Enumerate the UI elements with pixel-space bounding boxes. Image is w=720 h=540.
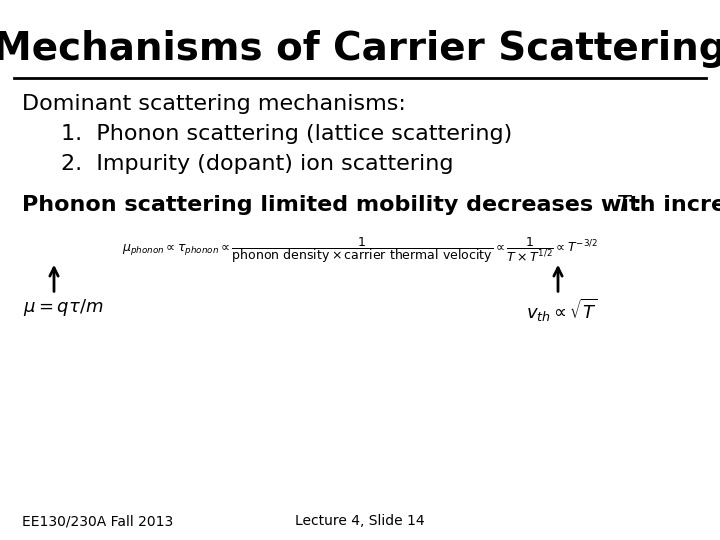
Text: Mechanisms of Carrier Scattering: Mechanisms of Carrier Scattering xyxy=(0,30,720,68)
Text: EE130/230A Fall 2013: EE130/230A Fall 2013 xyxy=(22,514,173,528)
Text: 1.  Phonon scattering (lattice scattering): 1. Phonon scattering (lattice scattering… xyxy=(61,124,513,144)
Text: $\mu_{phonon} \propto \tau_{phonon} \propto \dfrac{1}{\mathrm{phonon\ density} \: $\mu_{phonon} \propto \tau_{phonon} \pro… xyxy=(122,235,598,265)
Text: Phonon scattering limited mobility decreases with increasing: Phonon scattering limited mobility decre… xyxy=(22,195,720,215)
Text: $\mu = q\tau / m$: $\mu = q\tau / m$ xyxy=(23,297,104,318)
Text: 2.  Impurity (dopant) ion scattering: 2. Impurity (dopant) ion scattering xyxy=(61,154,454,174)
Text: $\mathbf{\mathit{T}}$: $\mathbf{\mathit{T}}$ xyxy=(616,195,634,215)
Text: Lecture 4, Slide 14: Lecture 4, Slide 14 xyxy=(295,514,425,528)
Text: $v_{th} \propto \sqrt{T}$: $v_{th} \propto \sqrt{T}$ xyxy=(526,297,598,324)
Text: :: : xyxy=(632,195,641,215)
Text: Dominant scattering mechanisms:: Dominant scattering mechanisms: xyxy=(22,94,405,114)
